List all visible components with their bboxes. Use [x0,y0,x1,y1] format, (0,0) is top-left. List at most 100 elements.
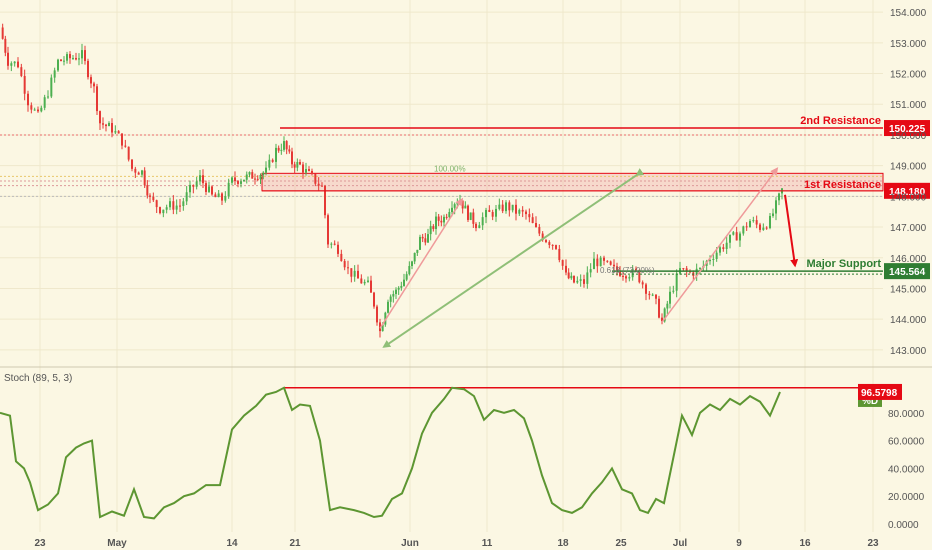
candle-body [429,226,432,235]
candle-body [169,201,171,208]
candle-body [96,86,98,112]
candle-body [648,293,651,296]
price-tick-label: 152.000 [890,70,927,81]
candle-body [87,60,89,78]
candle-body [475,223,477,229]
candle-body [199,175,201,182]
candle-body [501,204,504,212]
candle-body [451,207,453,213]
candle-body [124,145,127,147]
candle-body [437,216,440,221]
candle-body [735,232,738,241]
candle-body [347,267,349,269]
time-tick-label: 21 [289,538,301,549]
candle-body [745,226,748,228]
time-axis[interactable]: 23 May 14 21 Jun 11 18 25 Jul 9 16 23 [34,538,879,549]
candle-body [182,201,185,207]
time-tick-label: 16 [799,538,811,549]
candle-body [525,211,527,215]
candle-body [551,244,554,246]
candle-body [695,268,698,276]
candle-body [27,93,29,106]
candle-body [159,207,161,214]
candle-body [641,282,644,285]
price-tick-label: 154.000 [890,8,927,19]
time-tick-label: 11 [482,538,493,549]
candle-body [769,215,771,229]
candle-body [531,217,534,224]
major-support-value: 145.564 [889,267,926,278]
candle-body [606,260,609,262]
candle-body [478,225,481,229]
candle-body [752,220,755,222]
candle-body [259,174,262,180]
candle-body [17,61,19,68]
candle-body [185,192,188,202]
candle-body [495,208,497,217]
candle-body [208,186,210,192]
stoch-tick-label: 80.0000 [888,409,925,420]
candle-body [248,172,251,175]
candle-body [189,184,191,193]
second-resistance-value: 150.225 [889,124,926,135]
candle-body [265,167,267,173]
candle-body [579,279,582,281]
candle-body [682,268,685,270]
candle-body [548,242,551,245]
candle-body [311,170,313,174]
candle-body [685,268,688,272]
candle-body [211,186,213,195]
candle-body [63,60,65,62]
percent-d-label: %D [862,396,878,407]
grid [0,0,883,532]
stoch-tick-label: 20.0000 [888,492,925,503]
candle-body [90,77,92,84]
candle-body [645,284,647,294]
candle-body [40,107,43,112]
candle-body [528,214,531,218]
fib-618-label: 0.618 (73.00%) [600,266,655,275]
candle-body [411,261,413,267]
candle-body [715,252,718,259]
candle-body [448,212,451,218]
candle-body [192,184,195,187]
candle-body [314,173,317,184]
stoch-axis[interactable]: 80.0000 60.0000 40.0000 20.0000 0.0000 [888,409,925,531]
candle-body [60,59,62,62]
candle-body [389,296,392,302]
candle-body [214,194,217,198]
candle-body [285,141,288,150]
candle-body [131,159,133,169]
candle-body [565,265,567,273]
candle-body [262,172,265,175]
candle-body [625,276,627,279]
stoch-title: Stoch (89, 5, 3) [4,373,72,384]
candle-body [117,131,120,134]
candle-body [251,172,254,179]
candle-body [162,209,165,214]
candle-body [165,207,168,210]
candle-body [66,54,68,61]
candle-body [599,257,602,267]
price-axis[interactable]: 154.000 153.000 152.000 151.000 150.000 149.0… [890,8,927,357]
candle-body [719,247,721,253]
candle-body [518,209,521,214]
candle-body [293,164,296,168]
candle-body [78,58,80,60]
candle-body [268,159,271,168]
candle-body [435,216,437,229]
candle-body [1,27,4,39]
candle-body [13,61,16,64]
candle-body [663,308,666,322]
candle-body [603,257,605,261]
price-tick-label: 143.000 [890,346,927,357]
candle-body [759,224,761,230]
time-tick-label: 23 [34,538,46,549]
pattern-arrow [379,197,464,329]
candle-body [275,147,277,162]
candle-body [622,275,624,277]
candle-body [387,301,389,313]
candle-body [725,242,728,249]
first-resistance-value: 148.180 [889,187,926,198]
